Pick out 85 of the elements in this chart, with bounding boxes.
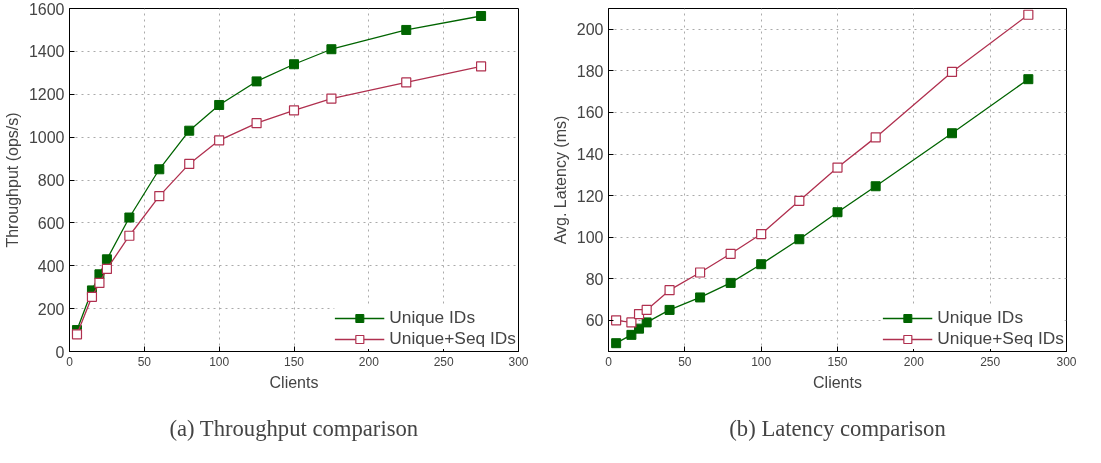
legend-label: Unique IDs (937, 307, 1024, 328)
point (641, 304, 652, 316)
y-tick-label: 600 (37, 214, 65, 232)
x-tick-label: 100 (751, 354, 772, 369)
y-tick-label: 140 (576, 146, 604, 164)
y-axis-title: Avg. Latency (ms) (551, 115, 569, 245)
point (794, 234, 805, 245)
point (695, 292, 706, 303)
point (794, 195, 805, 206)
y-tick-label: 160 (576, 104, 604, 122)
point (326, 44, 337, 55)
x-tick-label: 300 (508, 354, 529, 369)
x-tick-label: 250 (433, 354, 454, 369)
point (725, 277, 736, 288)
point (611, 315, 622, 326)
x-axis-title: Clients (813, 373, 862, 391)
y-tick-label: 1000 (28, 129, 65, 147)
point (251, 118, 262, 129)
point (626, 329, 637, 340)
x-tick-label: 200 (358, 354, 380, 369)
x-tick-label: 250 (980, 354, 1001, 369)
legend-label: Unique IDs (389, 307, 476, 328)
point (641, 317, 652, 328)
legend-label: Unique+Seq IDs (937, 328, 1064, 349)
x-tick-label: 100 (209, 354, 230, 369)
point (71, 329, 83, 340)
y-tick-label: 200 (37, 300, 65, 318)
point (214, 135, 225, 146)
y-tick-label: 800 (37, 172, 65, 189)
y-tick-label: 1400 (28, 43, 65, 61)
text: (a) Throughput comparison (169, 415, 419, 441)
point (401, 77, 412, 88)
y-tick-label: 1600 (28, 0, 65, 18)
point (154, 190, 165, 202)
point (326, 93, 337, 104)
x-tick-label: 150 (283, 354, 305, 369)
x-tick-label: 300 (1056, 354, 1077, 369)
point (870, 181, 881, 192)
point (475, 61, 487, 72)
point (154, 164, 165, 175)
y-tick-label: 400 (37, 257, 65, 275)
y-tick-label: 200 (576, 21, 604, 39)
x-tick-label: 200 (903, 354, 925, 369)
point (94, 277, 105, 288)
point (832, 162, 843, 173)
legend-label: Unique+Seq IDs (389, 328, 516, 349)
point (289, 59, 299, 70)
y-tick-label: 180 (576, 62, 604, 80)
point (725, 248, 736, 259)
point (184, 125, 195, 136)
point (251, 76, 262, 87)
point (1023, 74, 1034, 85)
point (476, 11, 487, 21)
point (1023, 9, 1034, 20)
point (695, 267, 706, 278)
point (124, 230, 135, 241)
point (288, 105, 300, 116)
point (947, 128, 957, 139)
point (611, 338, 622, 349)
point (664, 285, 675, 296)
point (756, 228, 767, 240)
point (401, 24, 412, 35)
point (870, 132, 881, 143)
point (214, 99, 225, 110)
x-tick-label: 50 (137, 354, 152, 369)
point (626, 317, 637, 328)
y-axis-title: Throughput (ops/s) (3, 112, 21, 248)
x-tick-label: 50 (678, 354, 692, 369)
y-tick-label: 60 (585, 312, 604, 330)
point (832, 207, 843, 218)
point (756, 259, 767, 270)
y-tick-label: 80 (585, 270, 604, 288)
point (101, 263, 113, 275)
text: (b) Latency comparison (729, 415, 946, 441)
x-axis-title: Clients (269, 373, 319, 391)
y-tick-label: 1200 (28, 86, 65, 104)
point (664, 304, 675, 315)
x-tick-label: 150 (827, 354, 848, 369)
point (86, 291, 98, 302)
point (101, 254, 112, 265)
point (184, 158, 195, 170)
y-tick-label: 100 (576, 229, 604, 247)
y-tick-label: 120 (576, 187, 604, 205)
point (946, 66, 958, 77)
point (124, 212, 135, 223)
